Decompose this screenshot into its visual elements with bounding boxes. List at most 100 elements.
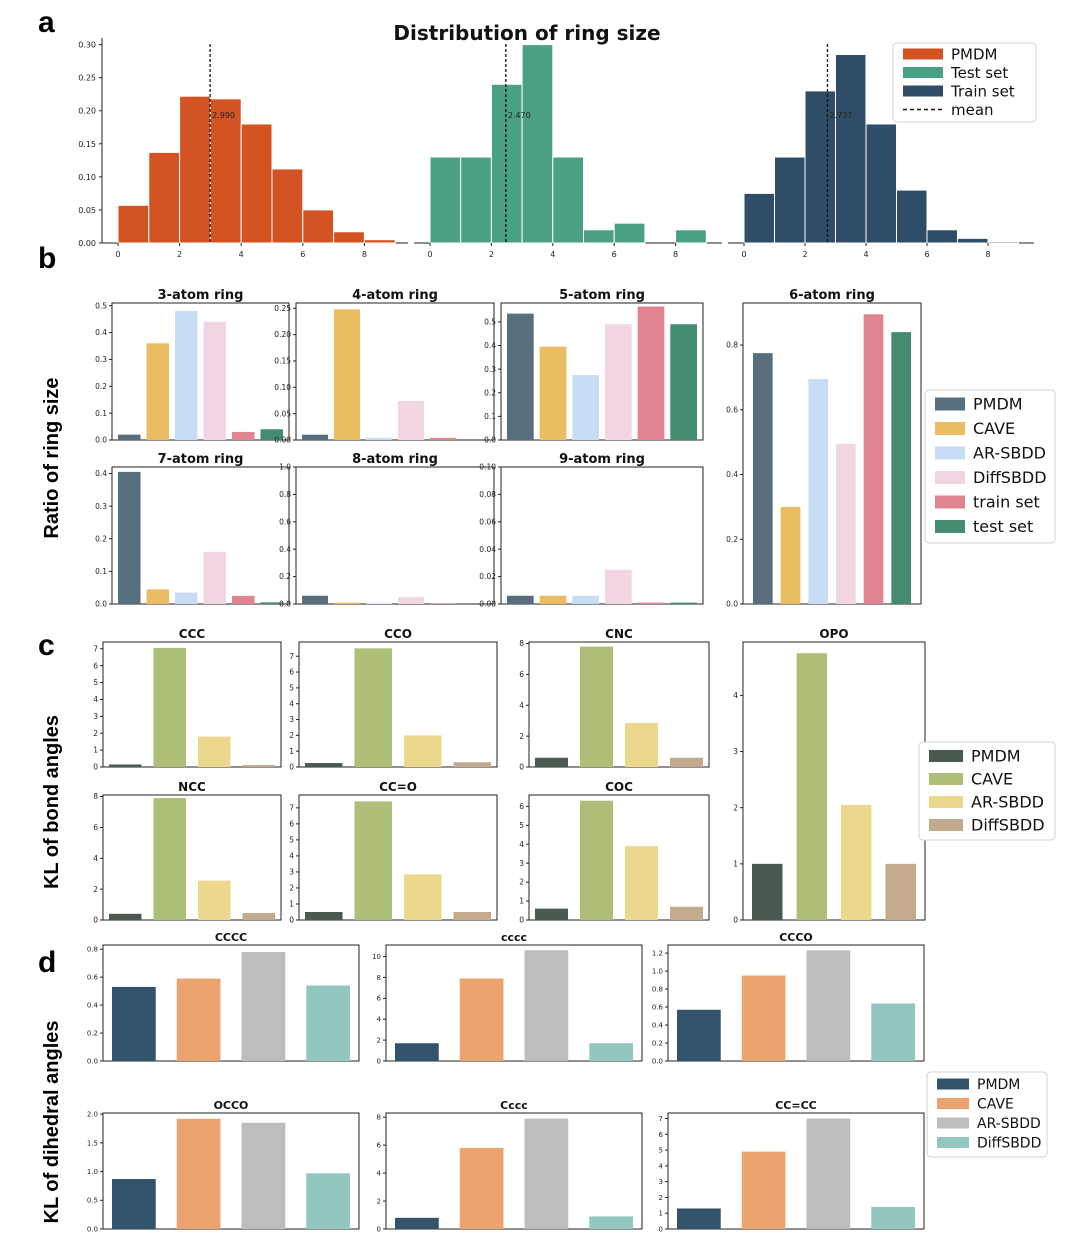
x-tick-label: 2 bbox=[177, 250, 182, 259]
subplot-title: CCCC bbox=[215, 931, 247, 944]
bar bbox=[302, 595, 328, 604]
legend-label: DiffSBDD bbox=[977, 1135, 1041, 1151]
y-tick-label: 6 bbox=[289, 668, 294, 677]
axes-frame bbox=[102, 944, 360, 1062]
y-tick-label: 0.3 bbox=[484, 365, 496, 374]
bar bbox=[535, 757, 568, 767]
histogram-bar bbox=[835, 54, 867, 244]
y-tick-label: 2 bbox=[519, 732, 524, 741]
y-tick-label: 0.2 bbox=[95, 534, 107, 543]
y-tick-label: 0.05 bbox=[78, 206, 96, 215]
bar bbox=[430, 437, 456, 440]
y-tick-label: 0.15 bbox=[274, 357, 291, 366]
subplot-title: 6-atom ring bbox=[789, 288, 875, 303]
bar bbox=[871, 1206, 915, 1229]
y-tick-label: 0.2 bbox=[484, 388, 496, 397]
histogram-bar bbox=[302, 209, 335, 244]
y-tick-label: 0.0 bbox=[484, 436, 496, 445]
bar bbox=[203, 551, 226, 604]
y-tick-label: 7 bbox=[659, 1115, 663, 1123]
subplot-title: CNC bbox=[605, 627, 633, 641]
y-tick-label: 0.0 bbox=[95, 436, 107, 445]
y-tick-label: 0.1 bbox=[95, 409, 107, 418]
legend-swatch bbox=[929, 796, 963, 808]
y-tick-label: 4 bbox=[93, 695, 98, 704]
bar bbox=[863, 314, 884, 604]
legend-swatch bbox=[935, 471, 965, 484]
y-tick-label: 0.25 bbox=[274, 304, 291, 313]
bar bbox=[891, 332, 911, 604]
subplot-title: OPO bbox=[819, 627, 848, 641]
y-tick-label: 0.0 bbox=[95, 600, 107, 609]
legend-box bbox=[892, 42, 1037, 123]
y-tick-label: 4 bbox=[377, 1170, 382, 1178]
bar bbox=[260, 429, 283, 440]
y-tick-label: 0.10 bbox=[479, 463, 496, 472]
subplot-title: CCO bbox=[384, 627, 412, 641]
y-tick-label: 4 bbox=[659, 1162, 664, 1170]
y-tick-label: 0 bbox=[377, 1057, 381, 1065]
y-tick-label: 0.4 bbox=[95, 469, 107, 478]
y-tick-label: 0 bbox=[93, 763, 98, 772]
y-tick-label: 8 bbox=[377, 974, 381, 982]
x-tick-label: 2 bbox=[489, 250, 494, 259]
bar bbox=[677, 1208, 721, 1229]
y-tick-label: 0.6 bbox=[87, 974, 99, 982]
y-tick-label: 0.10 bbox=[78, 173, 96, 182]
bar bbox=[334, 309, 360, 440]
y-tick-label: 8 bbox=[519, 639, 524, 648]
y-tick-label: 3 bbox=[93, 712, 98, 721]
bar bbox=[404, 874, 442, 920]
y-tick-label: 0.00 bbox=[479, 600, 496, 609]
bar bbox=[241, 951, 286, 1061]
axes-frame bbox=[667, 944, 925, 1062]
histogram-bar bbox=[926, 229, 958, 244]
legend-box bbox=[926, 1071, 1048, 1158]
bar bbox=[637, 602, 665, 604]
y-tick-label: 0.8 bbox=[87, 946, 98, 954]
y-tick-label: 10 bbox=[372, 953, 381, 961]
legend-swatch bbox=[935, 520, 965, 533]
histogram-bar bbox=[148, 151, 181, 244]
y-tick-label: 7 bbox=[289, 652, 294, 661]
bar bbox=[605, 569, 632, 604]
axes-frame bbox=[102, 794, 282, 921]
x-tick-label: 4 bbox=[239, 250, 244, 259]
y-tick-label: 0.00 bbox=[274, 436, 291, 445]
y-tick-label: 0 bbox=[659, 1225, 663, 1233]
histogram-bar bbox=[363, 239, 396, 244]
bar bbox=[175, 592, 198, 604]
y-tick-label: 0.4 bbox=[279, 545, 291, 554]
y-tick-label: 5 bbox=[93, 678, 98, 687]
y-tick-label: 3 bbox=[289, 868, 294, 877]
y-tick-label: 1 bbox=[733, 859, 738, 868]
y-tick-label: 4 bbox=[93, 854, 98, 863]
bar bbox=[806, 1118, 851, 1229]
histogram-bar bbox=[896, 189, 928, 244]
y-tick-label: 6 bbox=[93, 661, 98, 670]
bar bbox=[637, 306, 665, 440]
x-tick-label: 8 bbox=[673, 250, 678, 259]
bar bbox=[589, 1216, 633, 1229]
subplot-title: CC=O bbox=[379, 780, 417, 794]
bar bbox=[198, 880, 231, 920]
y-tick-label: 0 bbox=[377, 1225, 381, 1233]
bar bbox=[302, 434, 328, 440]
bar bbox=[306, 1173, 350, 1229]
bar bbox=[175, 311, 198, 440]
legend-swatch bbox=[935, 446, 965, 460]
y-tick-label: 2 bbox=[93, 885, 98, 894]
bar bbox=[232, 431, 255, 440]
y-tick-label: 0 bbox=[289, 763, 294, 772]
bar bbox=[109, 764, 142, 767]
bar bbox=[836, 443, 856, 604]
bar bbox=[507, 595, 534, 604]
bar bbox=[670, 757, 703, 767]
x-tick-label: 4 bbox=[550, 250, 555, 259]
subplot-title: 7-atom ring bbox=[158, 452, 244, 467]
y-tick-label: 0.05 bbox=[274, 409, 291, 418]
legend-swatch bbox=[937, 1098, 969, 1109]
legend-label: train set bbox=[973, 493, 1040, 512]
bar bbox=[354, 648, 392, 767]
bar bbox=[398, 597, 424, 604]
